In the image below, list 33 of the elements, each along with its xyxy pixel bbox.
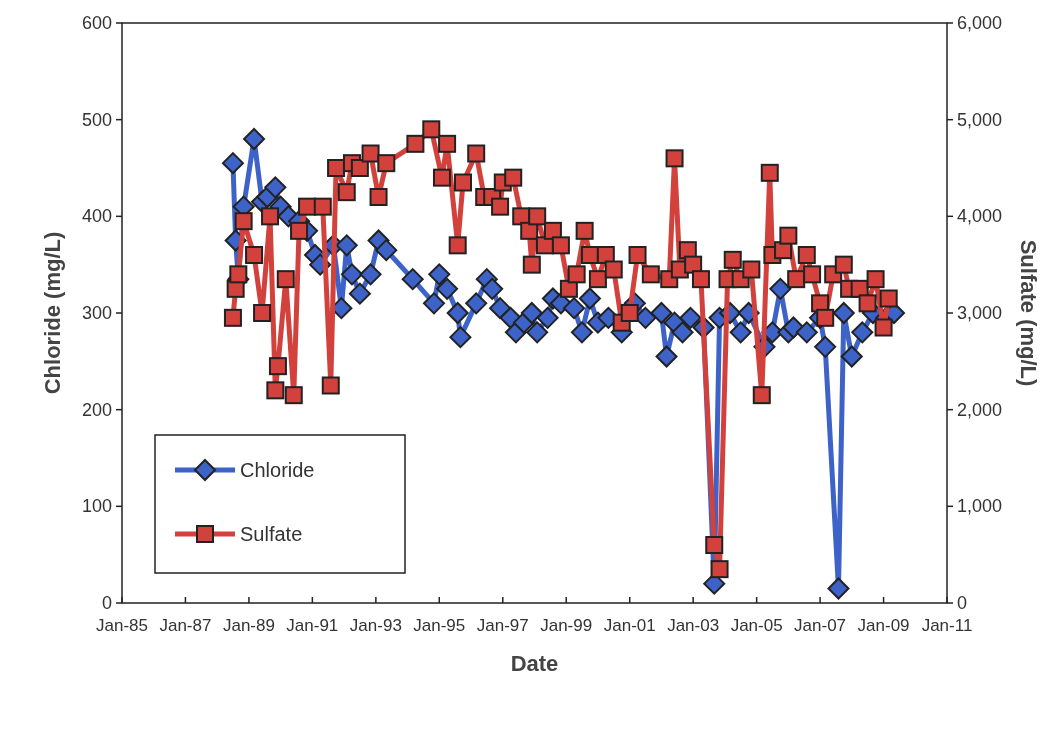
legend-label: Chloride — [240, 459, 315, 481]
x-tick-label: Jan-89 — [222, 616, 275, 635]
x-tick-label: Jan-07 — [794, 616, 847, 635]
x-tick-label: Jan-99 — [540, 616, 593, 635]
x-tick-label: Jan-95 — [413, 616, 466, 635]
x-tick-label: Jan-85 — [96, 616, 148, 635]
x-axis-title: Date — [510, 651, 559, 676]
y-tick-label: 100 — [81, 496, 112, 517]
y2-axis-title: Sulfate (mg/L) — [1016, 239, 1041, 387]
legend-label: Sulfate — [240, 523, 303, 545]
y2-tick-label: 0 — [957, 593, 968, 613]
x-tick-label: Jan-11 — [921, 616, 973, 635]
x-tick-label: Jan-05 — [730, 616, 783, 635]
y-tick-label: 400 — [81, 206, 112, 227]
x-tick-label: Jan-87 — [159, 616, 212, 635]
y2-tick-label: 2,000 — [957, 399, 1003, 420]
y-tick-label: 0 — [101, 593, 112, 613]
y-tick-label: 600 — [81, 13, 112, 33]
x-tick-label: Jan-97 — [476, 616, 529, 635]
x-tick-label: Jan-09 — [857, 616, 910, 635]
x-tick-label: Jan-91 — [286, 616, 339, 635]
x-tick-label: Jan-01 — [603, 616, 656, 635]
y2-tick-label: 1,000 — [957, 496, 1003, 517]
x-tick-label: Jan-93 — [349, 616, 402, 635]
y-axis-title: Chloride (mg/L) — [40, 231, 65, 395]
y2-tick-label: 3,000 — [957, 303, 1003, 323]
y-tick-label: 300 — [81, 303, 112, 323]
x-tick-label: Jan-03 — [667, 616, 720, 635]
y-tick-label: 200 — [81, 399, 112, 420]
y-tick-label: 500 — [81, 109, 112, 130]
y2-tick-label: 6,000 — [957, 13, 1003, 33]
y2-tick-label: 5,000 — [957, 109, 1003, 130]
y2-tick-label: 4,000 — [957, 206, 1003, 227]
